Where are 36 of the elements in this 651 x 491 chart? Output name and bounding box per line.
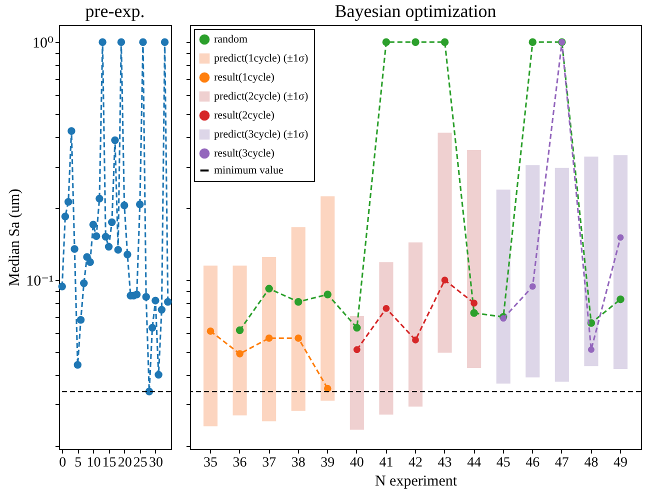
legend-label: predict(3cycle) (±1σ) [214, 128, 308, 140]
x-tick-label: 48 [584, 456, 598, 470]
chart-title: pre-exp. [85, 1, 145, 21]
x-tick-label: 45 [496, 456, 510, 470]
y-axis-title: Median Sa (um) [7, 188, 24, 286]
y-tick-label: 10⁰ [32, 36, 54, 52]
x-tick-label: 42 [408, 456, 422, 470]
x-tick-label: 39 [320, 456, 335, 470]
legend-label: predict(1cycle) (±1σ) [214, 52, 308, 64]
legend-label: result(2cycle) [214, 110, 275, 122]
legend-label: result(1cycle) [214, 72, 275, 84]
x-tick-label: 47 [554, 456, 569, 470]
x-tick-label: 44 [467, 456, 482, 470]
x-tick-label: 41 [379, 456, 394, 470]
x-axis-title: N experiment [374, 474, 458, 490]
y-tick-label: 10⁻¹ [26, 274, 54, 290]
x-tick-label: 36 [232, 456, 247, 470]
legend-label: random [214, 34, 248, 46]
x-tick-label: 20 [118, 456, 132, 470]
x-tick-label: 37 [262, 456, 276, 470]
x-tick-label: 43 [438, 456, 452, 470]
x-tick-label: 38 [291, 456, 306, 470]
x-tick-label: 10 [86, 456, 101, 470]
x-tick-label: 15 [102, 456, 116, 470]
x-tick-label: 35 [204, 456, 218, 470]
x-tick-label: 49 [614, 456, 628, 470]
x-tick-label: 40 [350, 456, 364, 470]
x-tick-label: 5 [74, 456, 82, 470]
x-tick-label: 46 [526, 456, 540, 470]
x-tick-label: 30 [148, 456, 163, 470]
x-tick-label: 0 [59, 456, 66, 470]
legend-label: predict(2cycle) (±1σ) [214, 90, 308, 102]
legend-label: result(3cycle) [214, 148, 275, 160]
legend-label: minimum value [214, 164, 284, 176]
chart-title: Bayesian optimization [334, 1, 496, 21]
x-tick-label: 25 [133, 456, 148, 470]
